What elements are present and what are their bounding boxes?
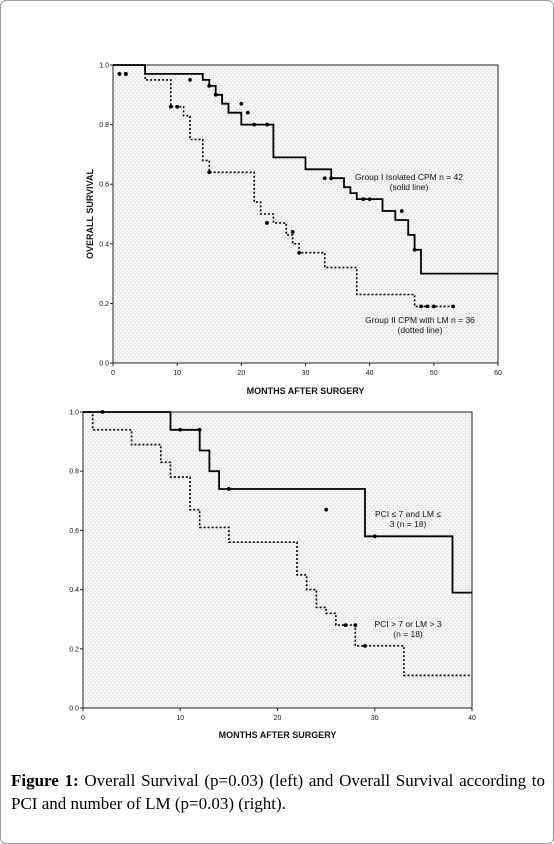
chart1-series-2-label-line: (dotted line) xyxy=(398,325,443,335)
chart2-series-2-censor-mark xyxy=(343,623,348,628)
chart1-x-tick-label: 40 xyxy=(366,370,374,377)
chart2-x-tick-label: 20 xyxy=(274,715,282,722)
chart1-plot-area xyxy=(112,64,499,364)
chart1-series-1-label-line: (solid line) xyxy=(390,182,429,192)
chart1-y-axis-title: OVERALL SURVIVAL xyxy=(85,168,95,259)
chart1-x-tick-label: 50 xyxy=(430,370,438,377)
chart1-series-1-censor-mark xyxy=(252,122,257,127)
chart2-x-axis-title: MONTHS AFTER SURGERY xyxy=(219,730,337,740)
chart2-series-1-label-line: PCI ≤ 7 and LM ≤ xyxy=(375,509,441,519)
chart1-series-1-censor-mark xyxy=(188,78,192,82)
chart1-series-1-censor-mark xyxy=(207,83,212,88)
chart1-series-1-censor-mark xyxy=(329,176,334,181)
chart1-series-1-censor-mark xyxy=(361,197,366,202)
chart2-x-tick-label: 30 xyxy=(371,715,379,722)
chart1-series-2-label-line: Group II CPM with LM n = 36 xyxy=(365,315,475,325)
chart2-x-tick-label: 10 xyxy=(176,715,184,722)
chart1-y-tick-label: 0.8 xyxy=(99,122,109,129)
chart2-series-1-censor-mark xyxy=(226,487,231,491)
chart1-series-1-censor-mark xyxy=(239,101,244,106)
chart1-series-1-label: Group I Isolated CPM n = 42 (solid line) xyxy=(355,172,463,192)
chart1-series-1-censor-mark xyxy=(367,197,372,202)
chart1-series-1-censor-mark xyxy=(322,176,327,181)
chart2-y-tick-label: 0.2 xyxy=(69,646,79,653)
chart1-series-2-censor-mark xyxy=(290,229,295,234)
chart1-x-tick-label: 30 xyxy=(302,370,310,377)
chart2-series-1-label-line: 3 (n = 18) xyxy=(390,519,427,529)
chart1-y-tick-label: 0.0 xyxy=(99,361,109,368)
chart2-x-tick-label: 40 xyxy=(468,715,476,722)
survival-chart-right: 0.0 0.2 0.4 0.6 0.8 1.0 0 10 20 30 40 MONTHS AFTER … xyxy=(69,410,476,741)
chart1-series-2-censor-mark xyxy=(175,104,180,109)
chart2-y-tick-label: 0.4 xyxy=(69,587,79,594)
chart1-y-tick-label: 0.6 xyxy=(99,182,109,189)
chart2-series-1-censor-mark xyxy=(100,410,105,414)
chart1-series-2-censor-mark xyxy=(123,72,128,76)
chart1-series-2-censor-mark xyxy=(207,170,212,175)
chart1-x-tick-label: 0 xyxy=(111,370,115,377)
chart2-series-2-censor-mark xyxy=(353,623,358,628)
chart1-series-1-censor-mark xyxy=(399,209,404,213)
chart1-x-tick-label: 20 xyxy=(237,370,245,377)
chart2-plot-area xyxy=(82,411,473,709)
figure-caption-text: Overall Survival (p=0.03) (left) and Ove… xyxy=(11,771,546,813)
chart1-series-2-censor-mark xyxy=(431,304,436,309)
chart1-series-1-censor-mark xyxy=(245,110,250,115)
chart2-series-1-line xyxy=(83,411,472,594)
chart1-y-tick-label: 1.0 xyxy=(99,63,109,70)
chart2-series-2-label-line: (n = 18) xyxy=(393,629,423,639)
chart2-series-1-censor-mark xyxy=(178,427,183,432)
chart1-series-1-censor-mark xyxy=(265,122,269,127)
chart1-series-2-censor-mark xyxy=(168,104,173,109)
chart2-x-tick-label: 0 xyxy=(81,715,85,722)
chart2-series-1-label: PCI ≤ 7 and LM ≤3 (n = 18) xyxy=(375,509,441,529)
chart1-series-1-label-line: Group I Isolated CPM n = 42 xyxy=(355,172,463,182)
figure-caption: Figure 1: Overall Survival (p=0.03) (lef… xyxy=(11,769,545,815)
chart2-series-2-censor-mark xyxy=(363,643,367,648)
chart1-series-2-censor-mark xyxy=(451,304,455,309)
chart2-series-2-label-line: PCI > 7 or LM > 3 xyxy=(374,619,441,629)
chart1-x-tick-label: 10 xyxy=(173,370,181,377)
chart1-series-1-censor-mark xyxy=(412,247,417,252)
chart1-y-tick-label: 0.2 xyxy=(99,301,109,308)
chart1-x-axis-title: MONTHS AFTER SURGERY xyxy=(247,386,365,396)
chart2-series-2-label: PCI > 7 or LM > 3 (n = 18) xyxy=(374,619,441,639)
chart1-series-1-censor-mark xyxy=(213,92,218,97)
chart1-series-2-censor-mark xyxy=(265,221,269,225)
chart2-y-tick-label: 0.0 xyxy=(69,706,79,713)
figure-label: Figure 1: xyxy=(11,771,79,790)
chart1-series-2-censor-mark xyxy=(419,304,423,309)
chart1-y-tick-label: 0.4 xyxy=(99,241,109,248)
chart1-series-2-censor-mark xyxy=(117,72,122,76)
chart2-series-1-censor-mark xyxy=(324,507,329,512)
chart1-series-2-line xyxy=(113,64,454,308)
chart2-y-tick-label: 0.8 xyxy=(69,469,79,476)
chart2-y-tick-label: 1.0 xyxy=(69,410,79,417)
chart1-x-tick-label: 60 xyxy=(494,370,502,377)
chart1-series-2-censor-mark xyxy=(297,250,301,255)
chart1-series-2-label: Group II CPM with LM n = 36 (dotted line) xyxy=(365,315,475,335)
chart2-y-tick-label: 0.6 xyxy=(69,528,79,535)
survival-chart-left: 0.0 0.2 0.4 0.6 0.8 1.0 0 10 20 30 40 50 60 MONTHS AF… xyxy=(85,63,502,397)
chart2-series-1-censor-mark xyxy=(372,534,377,539)
chart1-series-2-censor-mark xyxy=(425,304,430,309)
chart2-series-1-censor-mark xyxy=(197,427,202,432)
